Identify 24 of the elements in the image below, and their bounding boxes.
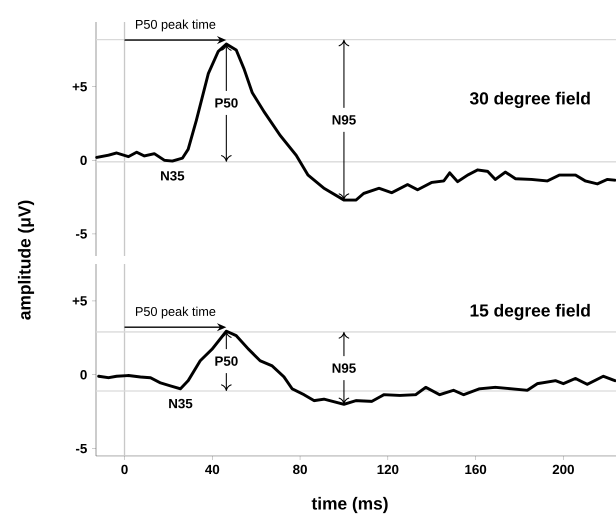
y-tick-label: +5 (72, 296, 87, 306)
x-axis-title: time (ms) (312, 496, 388, 514)
text: 30 degree field (470, 92, 590, 108)
annotation: N95 (332, 115, 356, 125)
x-tick-label: 160 (465, 464, 486, 474)
annotation: N35 (161, 171, 184, 181)
y-tick-label: -5 (76, 444, 87, 454)
x-tick-label: 200 (552, 464, 574, 474)
y-tick-label: 0 (80, 370, 87, 380)
x-tick-label: 40 (205, 464, 220, 474)
annotation: P50 (215, 356, 238, 366)
text: 15 degree field (470, 304, 590, 320)
annotation: P50 (215, 98, 238, 108)
y-tick-label: 0 (80, 156, 87, 166)
annotation: N35 (169, 398, 192, 408)
y-tick-label: -5 (76, 229, 87, 239)
annotation: P50 peak time (136, 306, 216, 318)
x-tick-label: 120 (378, 464, 398, 474)
y-axis-title: amplitude (μV) (18, 200, 34, 320)
x-tick-label: 0 (121, 464, 128, 474)
x-tick-label: 80 (293, 464, 307, 474)
annotation: P50 peak time (136, 20, 216, 32)
y-tick-label: +5 (72, 82, 87, 92)
annotation: N95 (332, 363, 356, 373)
